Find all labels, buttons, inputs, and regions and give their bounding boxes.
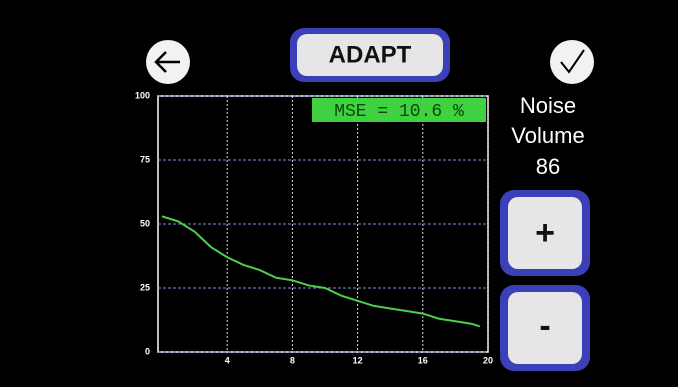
y-tick-label: 50 [140, 218, 150, 228]
minus-text[interactable]: - [539, 307, 550, 345]
side-label: Volume [511, 123, 584, 148]
x-tick-label: 20 [483, 355, 493, 365]
plus-button[interactable]: + [500, 190, 590, 276]
y-tick-label: 75 [140, 154, 150, 164]
screen: ADAPT Noise Volume 86 + - 0 25 50 75 100 4 8 12… [0, 0, 678, 387]
x-tick-label: 12 [353, 355, 363, 365]
side-label: Noise [520, 93, 576, 118]
y-tick-label: 25 [140, 282, 150, 292]
side-value: 86 [536, 154, 560, 179]
annotation: MSE = 10.6 % [334, 102, 464, 122]
x-tick-label: 4 [225, 355, 230, 365]
y-tick-label: 0 [145, 346, 150, 356]
back-button[interactable] [146, 40, 190, 84]
title-button[interactable]: ADAPT [290, 28, 450, 82]
confirm-button[interactable] [550, 40, 594, 84]
title-text[interactable]: ADAPT [329, 41, 412, 68]
y-tick-label: 100 [135, 90, 150, 100]
x-tick-label: 16 [418, 355, 428, 365]
minus-button[interactable]: - [500, 285, 590, 371]
page: ADAPT Noise Volume 86 + - 0 25 50 75 100 4 8 12… [0, 0, 678, 387]
plus-text[interactable]: + [535, 214, 555, 252]
x-tick-label: 8 [290, 355, 295, 365]
confirm-circle[interactable] [550, 40, 594, 84]
